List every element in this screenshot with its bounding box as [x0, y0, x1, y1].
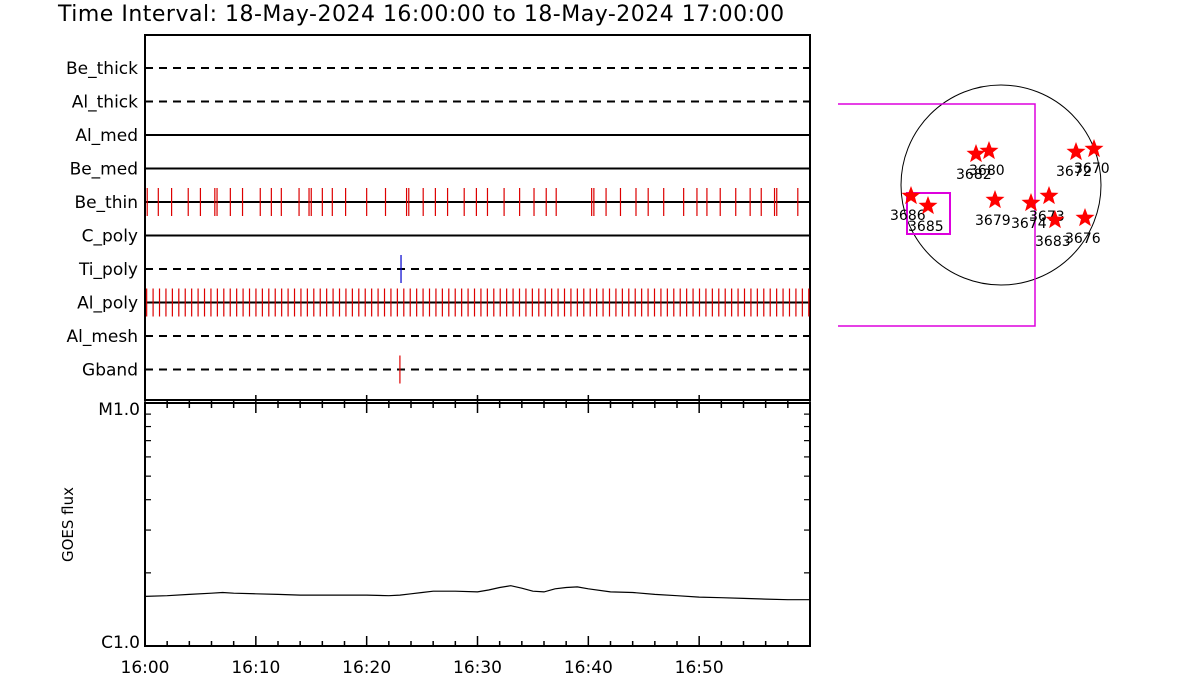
y-axis-label: GOES flux: [59, 487, 77, 562]
region-label: 3674: [1011, 216, 1047, 232]
flux-frame: [144, 402, 811, 647]
chart-title: Time Interval: 18-May-2024 16:00:00 to 1…: [58, 2, 785, 27]
row-label: Al_mesh: [66, 327, 138, 347]
region-label: 3682: [956, 167, 992, 183]
row-label: Al_poly: [77, 294, 138, 314]
region-star-marker: [1075, 208, 1095, 227]
x-tick-label: 16:20: [342, 658, 391, 678]
region-label: 3680: [969, 163, 1005, 179]
x-tick-label: 16:30: [453, 658, 502, 678]
solar-limb: [900, 84, 1102, 286]
row-label: Be_thin: [74, 193, 138, 213]
region-star-marker: [1084, 139, 1104, 158]
region-star-marker: [1039, 186, 1059, 205]
region-star-marker: [918, 196, 938, 215]
y-tick-label: M1.0: [98, 400, 140, 420]
x-tick-label: 16:50: [675, 658, 724, 678]
region-label: 3679: [975, 213, 1011, 229]
timeline-frame: [144, 34, 811, 401]
region-label: 3676: [1065, 231, 1101, 247]
region-label: 3685: [908, 219, 944, 235]
region-star-marker: [985, 190, 1005, 209]
solar-disk-map: 3682368036723670368636853679367436733683…: [838, 84, 1110, 327]
row-label: Ti_poly: [78, 260, 138, 280]
row-label: C_poly: [82, 227, 138, 247]
x-tick-label: 16:40: [564, 658, 613, 678]
region-label: 3686: [890, 208, 926, 224]
y-tick-label: C1.0: [101, 633, 140, 653]
row-label: Al_med: [75, 126, 138, 146]
x-tick-label: 16:10: [231, 658, 280, 678]
region-star-marker: [901, 186, 921, 205]
region-label: 3670: [1074, 161, 1110, 177]
region-star-marker: [1066, 142, 1086, 161]
row-label: Al_thick: [72, 93, 138, 113]
goes-flux-line: [144, 585, 810, 601]
region-label: 3683: [1035, 234, 1071, 250]
region-star-marker: [979, 141, 999, 160]
field-of-view-box: [838, 103, 1036, 327]
x-tick-label: 16:00: [121, 658, 170, 678]
row-label: Be_med: [70, 160, 138, 180]
region-star-marker: [966, 144, 986, 163]
row-label: Be_thick: [66, 59, 138, 79]
event-timeline-panel: Be_thick Al_thick Al_med Be_med Be_thin C_pol…: [66, 34, 811, 401]
goes-flux-panel: 16:00 16:10 16:20 16:30 16:40 16:50 M1.0 C1.0 GO…: [59, 395, 811, 678]
region-star-marker: [1045, 210, 1065, 229]
subfield-box: [906, 192, 951, 235]
region-label: 3672: [1056, 164, 1092, 180]
row-label: Gband: [82, 361, 138, 381]
region-star-marker: [1021, 193, 1041, 212]
